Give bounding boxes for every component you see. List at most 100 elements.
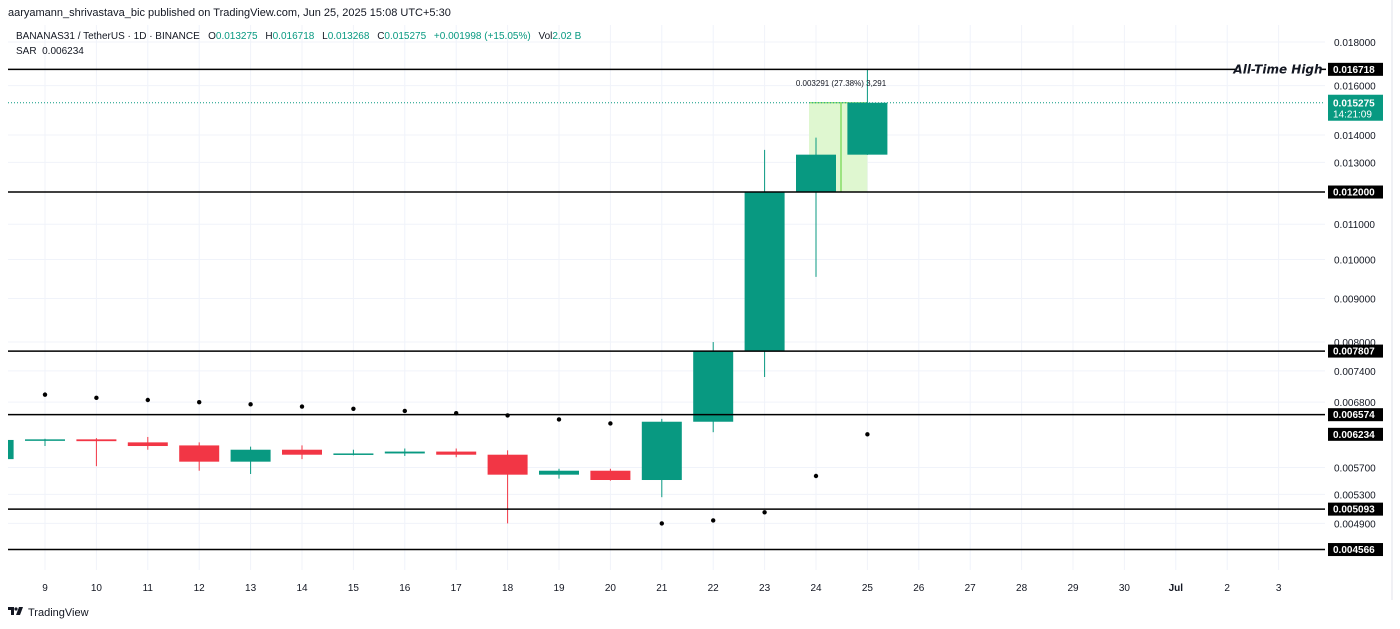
plot-area	[0, 69, 1325, 526]
y-tick-label: 0.005300	[1334, 490, 1376, 501]
y-tick-label: 0.007400	[1334, 367, 1376, 378]
y-tick-label: 0.005700	[1334, 463, 1376, 474]
all-time-high-annotation[interactable]: All-Time High	[1232, 62, 1322, 76]
y-tick-label: 0.004900	[1334, 519, 1376, 530]
x-tick-label: 17	[451, 583, 463, 594]
candle[interactable]	[641, 418, 682, 498]
candle[interactable]	[127, 436, 168, 450]
indicator-value: 0.006234	[42, 46, 84, 57]
sar-dot	[711, 518, 716, 523]
candle-body	[539, 470, 579, 475]
x-tick-label: 15	[348, 583, 360, 594]
candle-body	[179, 445, 220, 462]
sar-price-label-box	[1328, 427, 1383, 441]
candle-body	[230, 449, 271, 462]
y-tick-label: 0.006800	[1334, 398, 1376, 409]
x-tick-label: 27	[965, 583, 977, 594]
x-tick-label: 22	[708, 583, 720, 594]
candle[interactable]	[76, 438, 117, 467]
candle[interactable]	[436, 448, 477, 458]
sar-price-label: 0.006234	[1333, 430, 1375, 441]
candle-body	[127, 442, 168, 447]
legend-symbol-row: BANANAS31 / TetherUS · 1D · BINANCE O0.0…	[16, 31, 586, 42]
last-price-label: 0.015275	[1333, 99, 1375, 110]
sar-dot	[813, 473, 819, 479]
candle-body	[847, 102, 888, 155]
x-tick-label: 11	[143, 583, 154, 594]
candle[interactable]	[282, 445, 322, 460]
bar-countdown: 14:21:09	[1333, 110, 1372, 121]
level-price-label-box	[1328, 62, 1383, 76]
author-line: aaryamann_shrivastava_bic published on T…	[8, 7, 451, 19]
candle[interactable]	[744, 149, 785, 377]
x-tick-label: 18	[502, 583, 514, 594]
candle[interactable]	[179, 442, 220, 471]
close-value: 0.015275	[384, 31, 427, 42]
last-price-box	[1328, 94, 1383, 121]
x-tick-label: 10	[91, 583, 103, 594]
indicator-legend[interactable]: SAR 0.006234	[16, 46, 84, 57]
candle-body	[693, 351, 734, 422]
sar-dot	[248, 402, 253, 407]
measure-label: 0.003291 (27.38%) 3,291	[796, 79, 887, 88]
candle[interactable]	[487, 450, 528, 524]
candle[interactable]	[25, 438, 65, 447]
tradingview-footer[interactable]: TradingView	[8, 606, 89, 619]
candle-body	[282, 449, 322, 455]
low-label: L	[322, 31, 328, 42]
volume-value: 2.02 B	[552, 31, 582, 42]
candle-body	[487, 454, 528, 475]
candle[interactable]	[384, 448, 425, 456]
grid	[8, 25, 1325, 570]
low-value: 0.013268	[327, 31, 370, 42]
sar-dot	[94, 395, 99, 401]
y-tick-label: 0.016000	[1334, 82, 1376, 93]
x-tick-label: 19	[553, 583, 565, 594]
candle-body	[744, 192, 785, 352]
level-price-label: 0.016718	[1333, 65, 1375, 76]
sar-dot	[865, 432, 870, 437]
high-value: 0.016718	[272, 31, 315, 42]
level-price-label-box	[1328, 543, 1383, 557]
tradingview-brand: TradingView	[28, 606, 89, 619]
x-tick-label: 16	[399, 583, 411, 594]
candle[interactable]	[796, 137, 836, 277]
candle[interactable]	[539, 468, 579, 479]
sar-dot	[351, 406, 356, 411]
x-tick-label: 14	[296, 583, 308, 594]
level-price-label: 0.006574	[1333, 410, 1375, 421]
y-tick-label: 0.013000	[1334, 158, 1376, 169]
y-tick-label: 0.008000	[1334, 338, 1376, 349]
x-tick-label: 13	[245, 583, 257, 594]
candle[interactable]	[333, 449, 374, 456]
x-tick-label: 9	[42, 583, 48, 594]
x-tick-label: 3	[1276, 583, 1282, 594]
y-tick-label: 0.011000	[1334, 220, 1375, 231]
candle-body	[76, 439, 117, 442]
x-tick-label: 24	[810, 583, 822, 594]
candle[interactable]	[230, 446, 271, 475]
candle[interactable]	[0, 439, 14, 461]
sar-dot	[197, 399, 202, 405]
candle[interactable]	[693, 342, 734, 433]
sar-dot	[762, 510, 767, 515]
candle[interactable]	[590, 468, 631, 481]
level-price-label: 0.012000	[1333, 188, 1375, 199]
change-value: +0.001998 (+15.05%)	[433, 31, 531, 42]
candle-body	[384, 451, 425, 454]
y-tick-label: 0.009000	[1334, 294, 1376, 305]
sar-dot	[659, 521, 664, 526]
sar-dot	[402, 408, 407, 414]
tradingview-logo-icon	[8, 606, 24, 619]
candle[interactable]	[847, 69, 888, 155]
candle-body	[641, 421, 682, 481]
level-price-label-box	[1328, 502, 1383, 516]
candle-body	[796, 154, 836, 193]
symbol-label[interactable]: BANANAS31 / TetherUS · 1D · BINANCE	[16, 31, 200, 42]
y-tick-label: 0.014000	[1334, 131, 1376, 142]
x-tick-label: 20	[605, 583, 617, 594]
level-price-label-box	[1328, 408, 1383, 422]
sar-dot	[556, 417, 562, 422]
volume-label: Vol	[538, 31, 553, 42]
